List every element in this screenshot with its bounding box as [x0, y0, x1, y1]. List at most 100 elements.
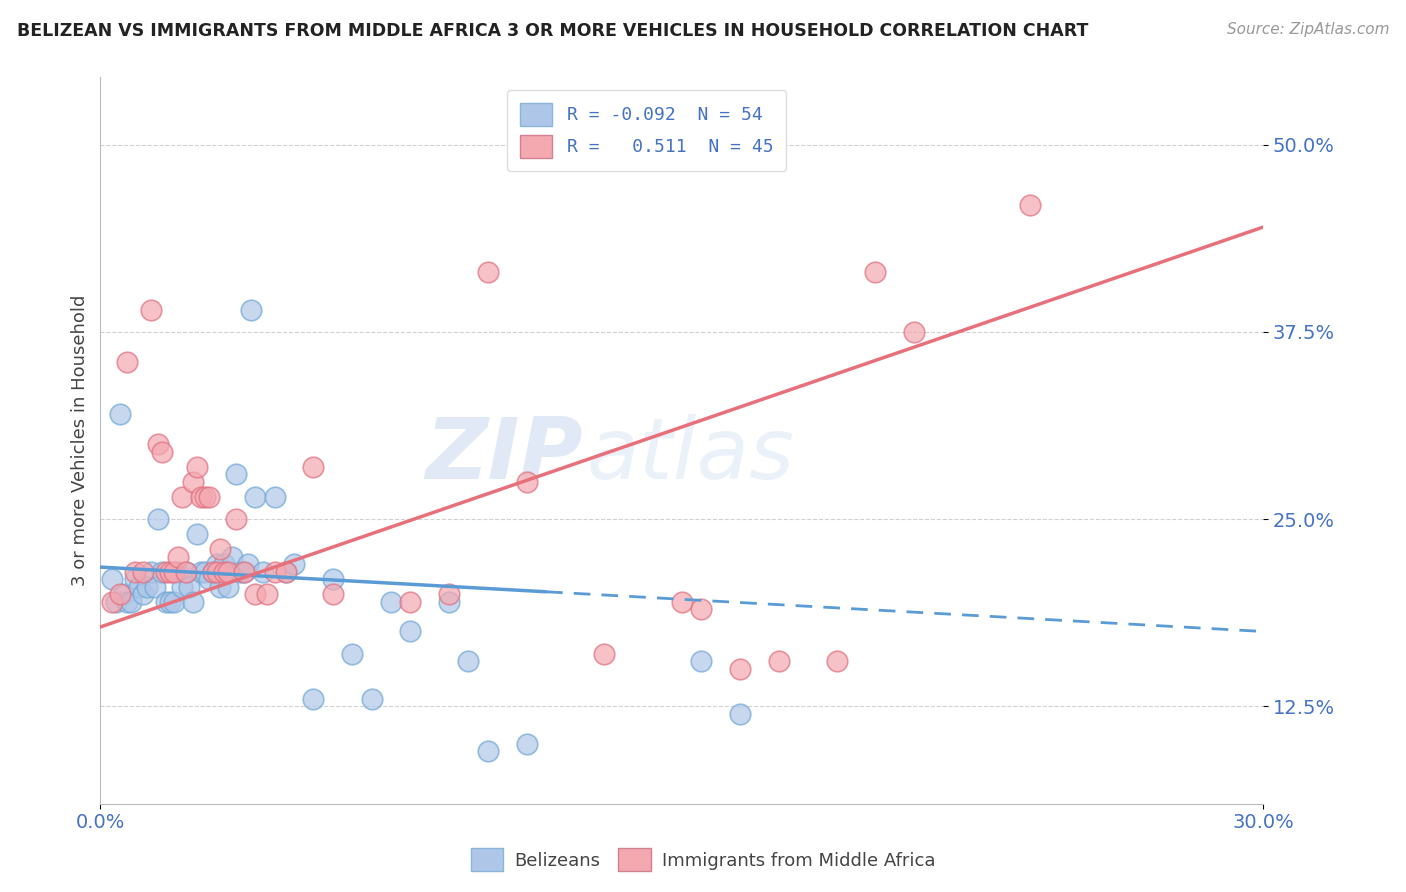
- Point: [190, 565, 212, 579]
- Point: [148, 437, 170, 451]
- Point: [198, 572, 221, 586]
- Point: [101, 594, 124, 608]
- Point: [139, 565, 162, 579]
- Point: [477, 744, 499, 758]
- Point: [671, 594, 693, 608]
- Point: [183, 594, 205, 608]
- Point: [120, 594, 142, 608]
- Point: [225, 467, 247, 482]
- Point: [132, 587, 155, 601]
- Point: [214, 565, 236, 579]
- Point: [209, 542, 232, 557]
- Point: [166, 565, 188, 579]
- Point: [768, 655, 790, 669]
- Text: BELIZEAN VS IMMIGRANTS FROM MIDDLE AFRICA 3 OR MORE VEHICLES IN HOUSEHOLD CORREL: BELIZEAN VS IMMIGRANTS FROM MIDDLE AFRIC…: [17, 22, 1088, 40]
- Point: [124, 565, 146, 579]
- Point: [139, 302, 162, 317]
- Point: [263, 490, 285, 504]
- Point: [516, 475, 538, 489]
- Point: [201, 565, 224, 579]
- Point: [117, 355, 139, 369]
- Point: [179, 580, 201, 594]
- Point: [728, 706, 751, 721]
- Point: [263, 565, 285, 579]
- Point: [690, 655, 713, 669]
- Point: [170, 580, 193, 594]
- Point: [240, 302, 263, 317]
- Point: [276, 565, 298, 579]
- Point: [108, 408, 131, 422]
- Point: [135, 580, 157, 594]
- Point: [342, 647, 364, 661]
- Point: [380, 594, 402, 608]
- Point: [903, 325, 925, 339]
- Legend: Belizeans, Immigrants from Middle Africa: Belizeans, Immigrants from Middle Africa: [464, 841, 942, 879]
- Point: [217, 565, 239, 579]
- Point: [728, 662, 751, 676]
- Point: [322, 587, 344, 601]
- Point: [112, 587, 135, 601]
- Point: [256, 587, 278, 601]
- Point: [132, 565, 155, 579]
- Point: [174, 565, 197, 579]
- Point: [825, 655, 848, 669]
- Point: [186, 459, 208, 474]
- Point: [190, 490, 212, 504]
- Text: atlas: atlas: [586, 414, 794, 497]
- Point: [593, 647, 616, 661]
- Text: Source: ZipAtlas.com: Source: ZipAtlas.com: [1226, 22, 1389, 37]
- Point: [183, 475, 205, 489]
- Point: [245, 587, 267, 601]
- Point: [128, 580, 150, 594]
- Point: [322, 572, 344, 586]
- Point: [360, 691, 382, 706]
- Point: [276, 565, 298, 579]
- Point: [283, 557, 305, 571]
- Point: [477, 265, 499, 279]
- Point: [399, 594, 422, 608]
- Point: [163, 594, 186, 608]
- Point: [302, 691, 325, 706]
- Point: [198, 490, 221, 504]
- Point: [150, 565, 173, 579]
- Point: [201, 565, 224, 579]
- Point: [399, 624, 422, 639]
- Point: [159, 594, 181, 608]
- Point: [117, 594, 139, 608]
- Point: [186, 527, 208, 541]
- Point: [150, 444, 173, 458]
- Point: [214, 557, 236, 571]
- Point: [124, 572, 146, 586]
- Point: [232, 565, 254, 579]
- Point: [209, 580, 232, 594]
- Point: [302, 459, 325, 474]
- Point: [194, 490, 217, 504]
- Point: [1019, 198, 1042, 212]
- Point: [516, 737, 538, 751]
- Text: ZIP: ZIP: [425, 414, 583, 497]
- Point: [148, 512, 170, 526]
- Point: [437, 594, 460, 608]
- Point: [155, 594, 177, 608]
- Point: [865, 265, 887, 279]
- Y-axis label: 3 or more Vehicles in Household: 3 or more Vehicles in Household: [72, 295, 89, 586]
- Point: [155, 565, 177, 579]
- Point: [221, 549, 243, 564]
- Point: [194, 565, 217, 579]
- Legend: R = -0.092  N = 54, R =   0.511  N = 45: R = -0.092 N = 54, R = 0.511 N = 45: [508, 90, 786, 170]
- Point: [437, 587, 460, 601]
- Point: [205, 557, 228, 571]
- Point: [108, 587, 131, 601]
- Point: [245, 490, 267, 504]
- Point: [174, 565, 197, 579]
- Point: [163, 565, 186, 579]
- Point: [143, 580, 166, 594]
- Point: [205, 565, 228, 579]
- Point: [457, 655, 479, 669]
- Point: [217, 580, 239, 594]
- Point: [252, 565, 274, 579]
- Point: [236, 557, 259, 571]
- Point: [104, 594, 127, 608]
- Point: [101, 572, 124, 586]
- Point: [232, 565, 254, 579]
